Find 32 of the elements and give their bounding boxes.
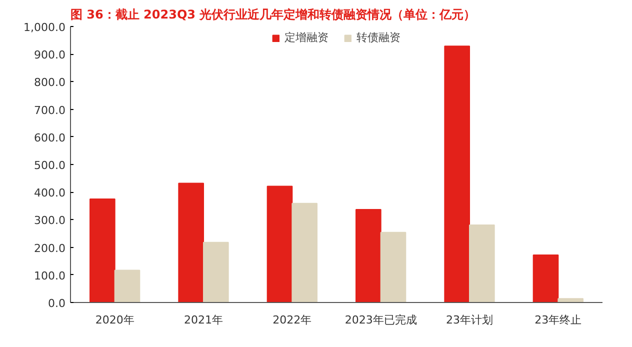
y-tick-label: 800.0	[34, 76, 66, 90]
y-tick-label: 700.0	[34, 104, 66, 117]
y-tick-label: 0.0	[48, 297, 66, 310]
bar	[266, 186, 293, 302]
y-tick-label: 900.0	[34, 48, 66, 62]
bar	[356, 208, 382, 302]
x-tick-label: 2021年	[184, 314, 224, 326]
bar	[90, 198, 116, 302]
x-tick-label: 23年终止	[534, 314, 582, 326]
y-tick-label: 400.0	[34, 186, 66, 200]
y-tick-label: 200.0	[34, 242, 66, 255]
x-tick-label: 2020年	[95, 314, 134, 326]
legend-label: 定增融资	[284, 30, 328, 45]
y-tick-label: 500.0	[34, 159, 66, 172]
bar	[203, 242, 229, 302]
chart-title: 图 36：截止 2023Q3 光伏行业近几年定增和转债融资情况（单位：亿元）	[70, 8, 476, 22]
y-tick-label: 100.0	[34, 269, 66, 282]
bar	[469, 224, 495, 302]
bar	[178, 182, 204, 302]
bar	[444, 46, 470, 302]
y-tick-label: 600.0	[34, 131, 66, 144]
bar	[292, 202, 318, 302]
x-tick-label: 2022年	[272, 314, 312, 326]
y-tick-label: 300.0	[34, 214, 66, 228]
bar	[532, 254, 559, 302]
legend-label: 转债融资	[356, 30, 400, 45]
y-tick-label: 1,000.0	[24, 21, 66, 34]
bar	[558, 298, 584, 302]
bar	[114, 270, 140, 302]
bar	[380, 232, 406, 302]
x-tick-label: 23年计划	[446, 314, 493, 326]
x-tick-label: 2023年已完成	[344, 314, 417, 326]
